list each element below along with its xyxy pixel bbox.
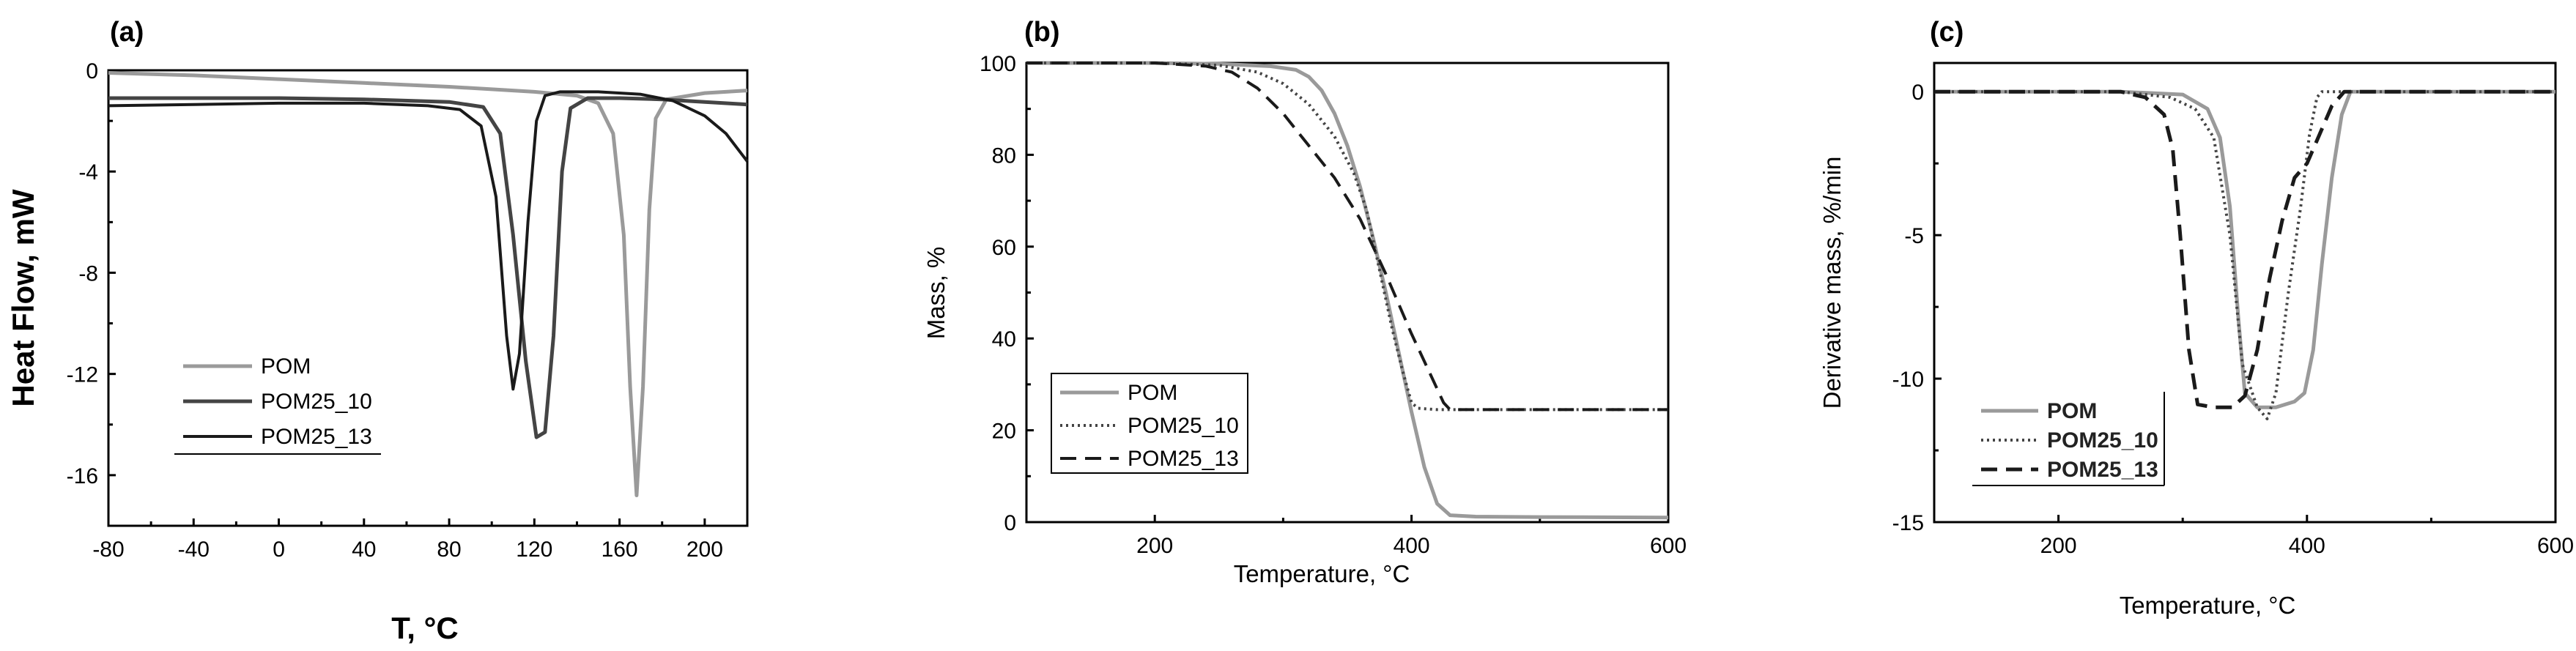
x-tick-label: 600 — [2537, 534, 2574, 558]
y-axis-label: Heat Flow, mW — [6, 189, 40, 406]
y-tick-label: 0 — [1911, 81, 1924, 105]
x-axis-label: Temperature, °C — [2120, 592, 2296, 619]
legend: POM POM25_10 POM25_13 — [1972, 392, 2165, 486]
x-tick-label: 0 — [273, 537, 285, 562]
legend-label: POM — [2047, 399, 2097, 423]
y-tick-label: 0 — [1004, 511, 1016, 535]
legend-label: POM — [261, 354, 311, 379]
legend-label: POM — [1128, 381, 1177, 405]
series-line-pom25-10 — [108, 96, 748, 439]
chart-panel-a: -80 -40 0 40 80 120 160 200 0 -4 -8 -12 -16 (a) T, °C H… — [6, 17, 749, 645]
x-tick-label: 160 — [602, 537, 638, 562]
panel-label: (c) — [1930, 17, 1964, 48]
x-tick-label: 80 — [437, 537, 461, 562]
chart-panel-b: 200 400 600 0 20 40 60 80 100 (b) Temperature, °C M… — [922, 17, 1687, 587]
panel-label: (a) — [110, 17, 144, 48]
x-tick-label: 40 — [352, 537, 376, 562]
y-axis-label: Mass, % — [922, 247, 950, 340]
series-line-pom25-13 — [1934, 89, 2555, 409]
y-axis-label: Derivative mass, %/min — [1818, 157, 1846, 409]
x-axis-label: Temperature, °C — [1234, 560, 1410, 587]
legend-label: POM25_13 — [2047, 458, 2158, 482]
legend: POM POM25_10 POM25_13 — [174, 354, 381, 455]
chart-panel-c: 200 400 600 0 -5 -10 -15 (c) Temperature, °C Deri… — [1818, 17, 2574, 619]
x-tick-label: 120 — [516, 537, 552, 562]
legend-box — [1051, 373, 1248, 474]
series-line-pom — [1934, 89, 2555, 409]
y-tick-label: -15 — [1892, 511, 1924, 535]
x-tick-label: -40 — [178, 537, 210, 562]
y-tick-label: 60 — [992, 236, 1016, 260]
plot-frame — [107, 69, 749, 527]
y-tick-label: -10 — [1892, 368, 1924, 392]
legend-label: POM25_13 — [1128, 447, 1239, 471]
x-tick-label: 200 — [686, 537, 723, 562]
x-tick-label: 200 — [1136, 534, 1173, 558]
y-tick-label: -8 — [78, 261, 98, 286]
y-tick-label: 20 — [992, 420, 1016, 444]
panel-label: (b) — [1024, 17, 1060, 48]
x-tick-label: 200 — [2040, 534, 2077, 558]
y-tick-label: -5 — [1904, 224, 1924, 248]
legend-label: POM25_10 — [2047, 428, 2158, 453]
series-line-pom — [108, 71, 748, 497]
x-tick-label: 400 — [1394, 534, 1430, 558]
x-tick-label: 400 — [2289, 534, 2325, 558]
legend: POM POM25_10 POM25_13 — [1051, 373, 1248, 474]
y-tick-label: 100 — [980, 52, 1016, 76]
legend-label: POM25_10 — [261, 390, 372, 414]
legend-label: POM25_10 — [1128, 414, 1239, 438]
series-line-pom25-13 — [1026, 62, 1668, 412]
y-tick-label: 80 — [992, 144, 1016, 168]
x-tick-label: -80 — [92, 537, 124, 562]
series-line-pom25-13 — [108, 90, 749, 391]
series-line-pom25-10 — [1026, 62, 1668, 412]
legend-label: POM25_13 — [261, 425, 372, 449]
x-axis-label: T, °C — [391, 611, 458, 645]
y-tick-label: -12 — [67, 363, 98, 387]
y-tick-label: -16 — [67, 464, 98, 488]
y-tick-label: -4 — [78, 160, 98, 185]
x-tick-label: 600 — [1650, 534, 1687, 558]
plot-frame — [1933, 62, 2557, 524]
y-tick-label: 40 — [992, 327, 1016, 351]
series-line-pom25-10 — [1934, 90, 2555, 420]
y-tick-label: 0 — [86, 59, 98, 83]
